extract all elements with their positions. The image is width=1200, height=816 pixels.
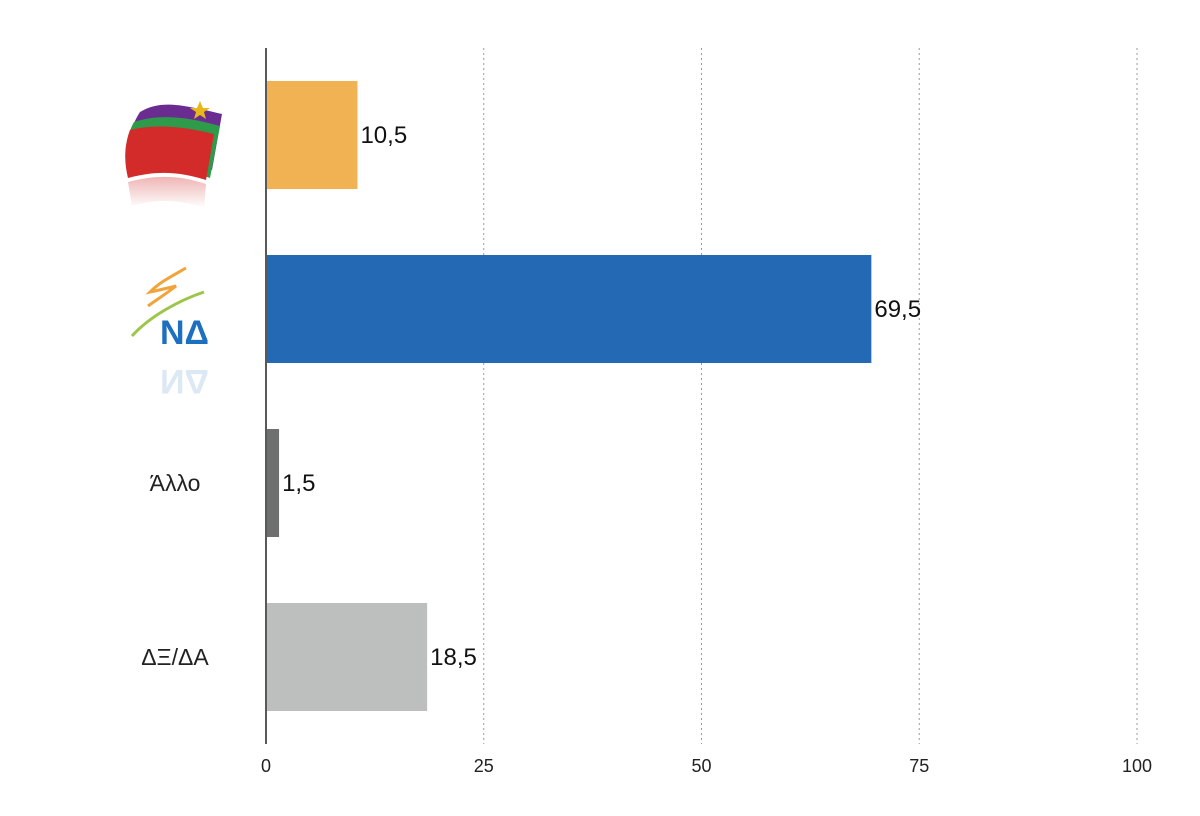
bar [267,603,428,711]
value-labels: 10,5 69,5 1,5 18,5 [282,122,921,671]
syriza-flag-logo [125,101,222,208]
svg-text:ΝΔ: ΝΔ [160,314,209,352]
x-tick-label: 0 [261,756,271,776]
bars [267,81,872,711]
bar-value-label: 1,5 [282,470,315,497]
x-axis-ticks: 0 25 50 75 100 [261,756,1152,776]
x-tick-label: 75 [909,756,929,776]
grid-lines [483,48,1138,744]
category-labels: Άλλο ΔΞ/ΔΑ [141,470,209,670]
x-tick-label: 100 [1122,756,1152,776]
x-tick-label: 25 [474,756,494,776]
bar [267,81,358,189]
bar-value-label: 10,5 [360,122,407,149]
bar [267,429,280,537]
bar-value-label: 69,5 [874,296,921,323]
bar-value-label: 18,5 [430,644,477,671]
category-label: Άλλο [150,470,201,496]
svg-text:ΝΔ: ΝΔ [160,362,209,400]
bar [267,255,872,363]
x-tick-label: 50 [691,756,711,776]
category-label: ΔΞ/ΔΑ [141,644,209,670]
nd-party-logo: ΝΔ ΝΔ [130,266,209,400]
